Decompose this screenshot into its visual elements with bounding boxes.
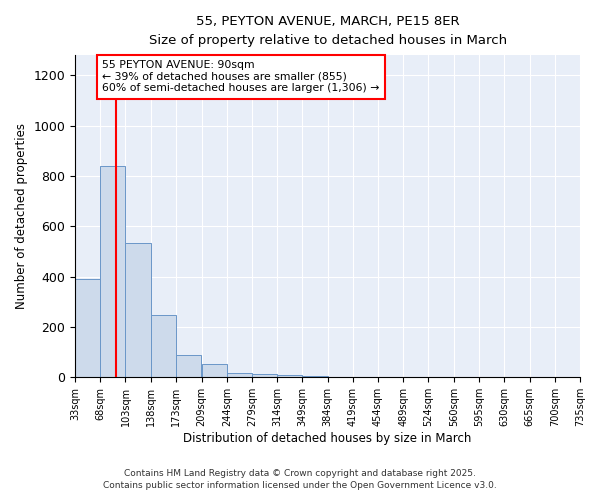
Text: 55 PEYTON AVENUE: 90sqm
← 39% of detached houses are smaller (855)
60% of semi-d: 55 PEYTON AVENUE: 90sqm ← 39% of detache… <box>103 60 380 94</box>
Bar <box>227 373 252 378</box>
Bar <box>252 374 277 378</box>
Bar <box>176 354 201 378</box>
Text: Contains HM Land Registry data © Crown copyright and database right 2025.
Contai: Contains HM Land Registry data © Crown c… <box>103 468 497 490</box>
Bar <box>580 376 600 378</box>
Bar <box>125 242 151 378</box>
X-axis label: Distribution of detached houses by size in March: Distribution of detached houses by size … <box>184 432 472 445</box>
Bar <box>302 376 328 378</box>
Bar <box>277 375 302 378</box>
Bar <box>202 364 227 378</box>
Title: 55, PEYTON AVENUE, MARCH, PE15 8ER
Size of property relative to detached houses : 55, PEYTON AVENUE, MARCH, PE15 8ER Size … <box>149 15 506 47</box>
Bar <box>100 166 125 378</box>
Bar <box>151 315 176 378</box>
Bar <box>75 279 100 378</box>
Y-axis label: Number of detached properties: Number of detached properties <box>15 123 28 309</box>
